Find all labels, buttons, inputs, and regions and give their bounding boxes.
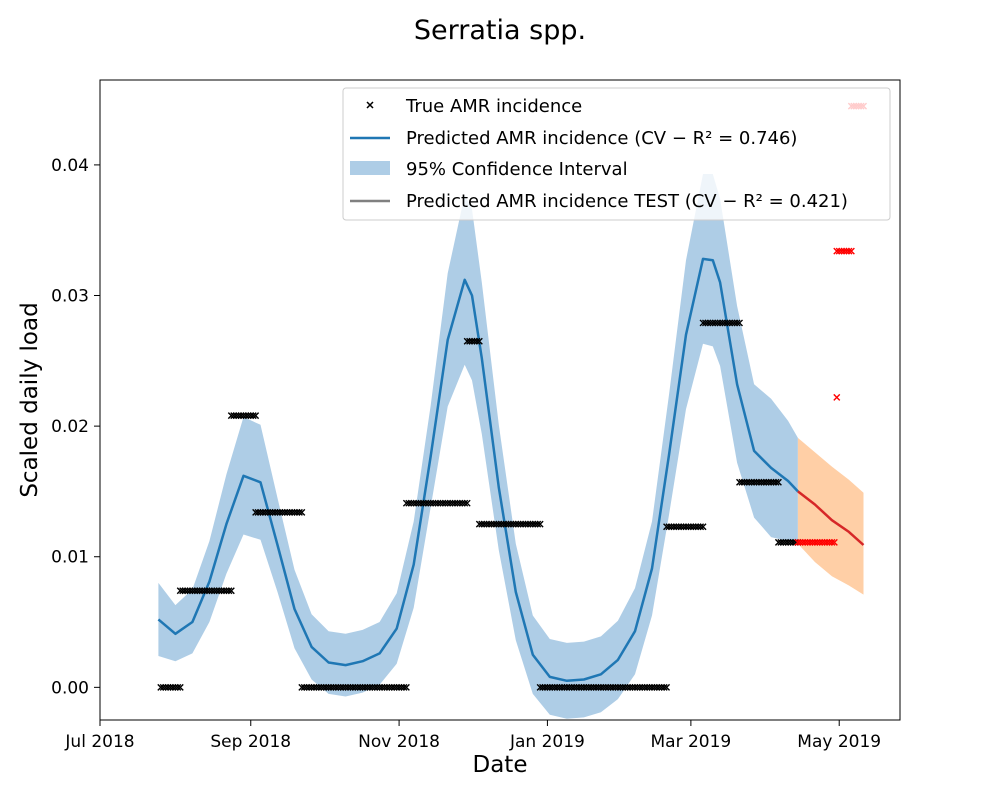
observed-point-train (473, 337, 481, 345)
train-prediction-line (157, 257, 799, 683)
observed-point-test (847, 247, 855, 255)
x-tick-label: Nov 2018 (358, 732, 440, 752)
observed-point-train (774, 478, 782, 486)
observed-point-train (736, 319, 744, 327)
legend: True AMR incidence Predicted AMR inciden… (342, 87, 891, 221)
observed-point-train (475, 337, 483, 345)
y-axis-label: Scaled daily load (17, 302, 43, 497)
observed-point-train (772, 478, 780, 486)
observed-point-test (830, 538, 838, 546)
legend-marker-true (366, 101, 374, 109)
observed-point-train (461, 499, 469, 507)
legend-box (342, 87, 891, 221)
observed-point-train (227, 587, 235, 595)
plot-frame (99, 79, 901, 721)
legend-label-test: Predicted AMR incidence TEST (CV − R² = … (406, 191, 848, 212)
x-tick-label: Mar 2019 (651, 732, 732, 752)
observed-point-train (463, 499, 471, 507)
y-axis-ticks: 0.00 0.01 0.02 0.03 0.04 (51, 156, 100, 698)
test-prediction-line (797, 490, 865, 546)
y-tick-label: 0.04 (51, 156, 89, 176)
legend-label-true: True AMR incidence (405, 96, 582, 117)
x-tick-label: Jul 2018 (64, 732, 134, 752)
observed-point-train (660, 683, 668, 691)
legend-label-predicted: Predicted AMR incidence (CV − R² = 0.746… (406, 128, 797, 149)
observed-point-train (699, 523, 707, 531)
observed-point-train (402, 683, 410, 691)
x-tick-label: May 2019 (797, 732, 881, 752)
observed-point-train (176, 683, 184, 691)
observed-point-train (536, 520, 544, 528)
observed-point-train (663, 683, 671, 691)
legend-label-ci: 95% Confidence Interval (406, 159, 628, 180)
y-tick-label: 0.00 (51, 678, 89, 698)
confidence-interval-layer (158, 174, 864, 719)
observed-point-train (733, 319, 741, 327)
observed-point-train (174, 683, 182, 691)
x-axis-ticks: Jul 2018 Sep 2018 Nov 2018 Jan 2019 Mar 2019… (64, 720, 881, 752)
test-confidence-band (797, 437, 864, 595)
observed-point-train (298, 508, 306, 516)
y-tick-label: 0.01 (51, 548, 89, 568)
train-confidence-band (158, 174, 798, 719)
observed-points-layer (157, 102, 868, 691)
x-tick-label: Jan 2019 (509, 732, 585, 752)
observed-point-test (845, 247, 853, 255)
legend-marker-ci (350, 161, 390, 175)
x-axis-label: Date (473, 752, 528, 778)
observed-point-train (400, 683, 408, 691)
observed-point-train (534, 520, 542, 528)
observed-point-train (252, 412, 260, 420)
observed-point-train (295, 508, 303, 516)
x-tick-label: Sep 2018 (210, 732, 291, 752)
chart-title: Serratia spp. (414, 15, 586, 46)
observed-point-test (833, 393, 841, 401)
prediction-line-layer (157, 257, 865, 683)
observed-point-train (697, 523, 705, 531)
observed-point-train (249, 412, 257, 420)
y-tick-label: 0.02 (51, 417, 89, 437)
observed-point-test (828, 538, 836, 546)
y-tick-label: 0.03 (51, 287, 89, 307)
observed-point-train (225, 587, 233, 595)
